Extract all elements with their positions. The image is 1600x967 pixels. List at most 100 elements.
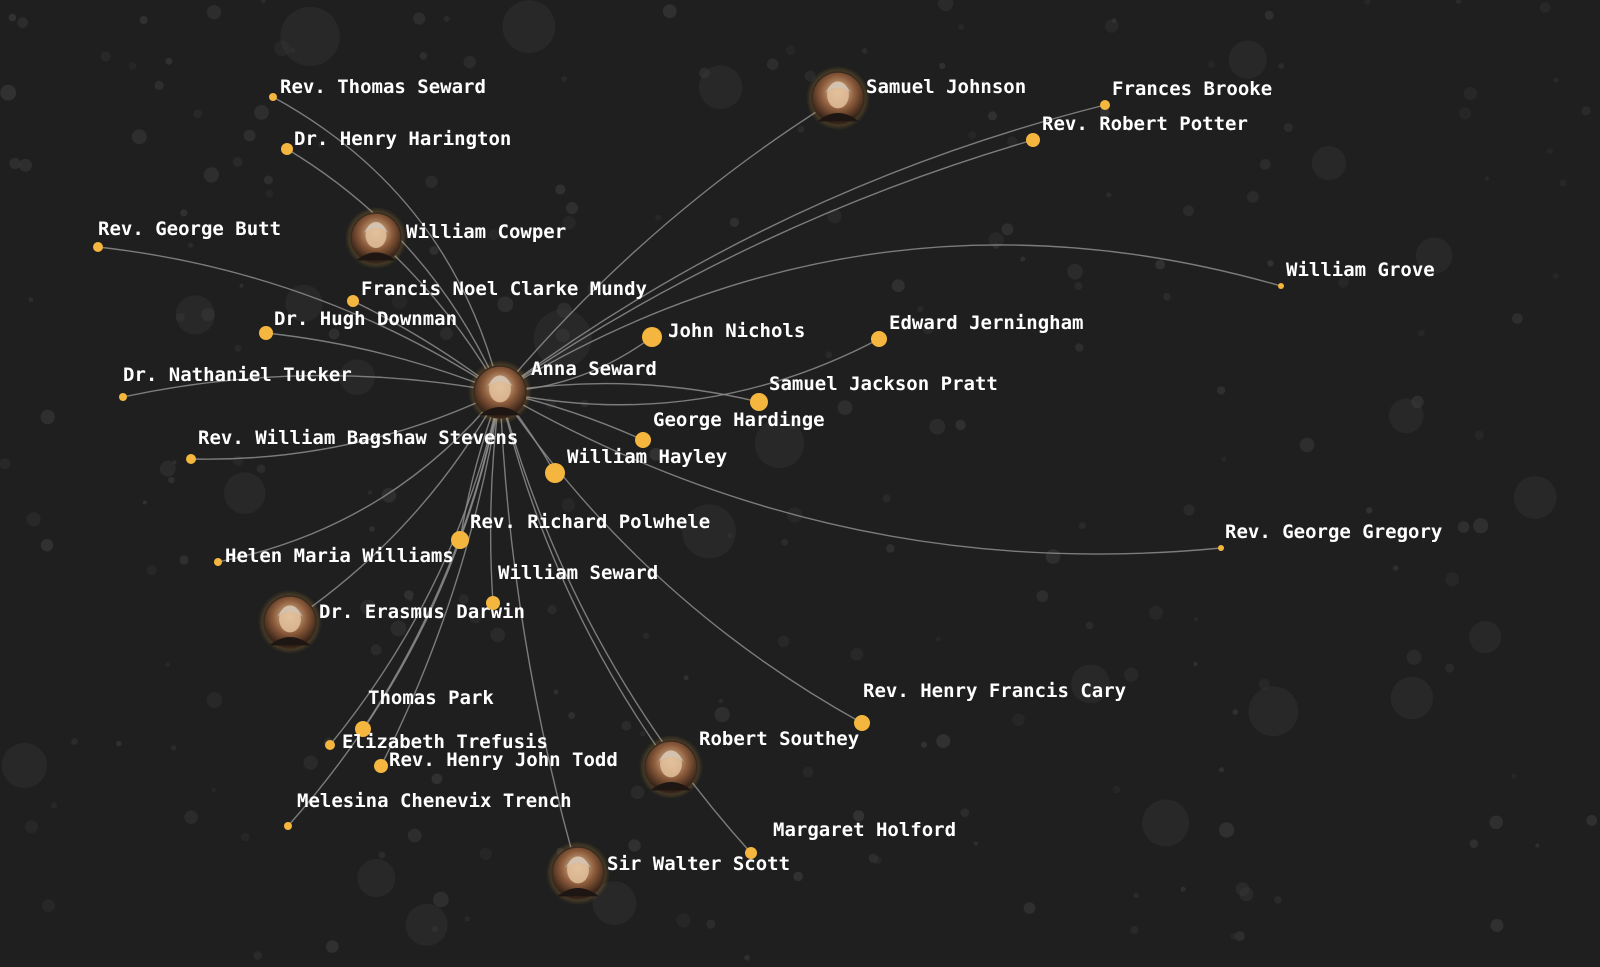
node-dot[interactable]: [545, 463, 565, 483]
node-dr-henry-harington[interactable]: Dr. Henry Harington: [281, 128, 511, 155]
background-dot: [825, 351, 833, 359]
node-margaret-holford[interactable]: Margaret Holford: [745, 819, 956, 859]
node-label[interactable]: Melesina Chenevix Trench: [297, 790, 572, 812]
node-label[interactable]: William Hayley: [567, 446, 727, 468]
node-dot[interactable]: [635, 432, 651, 448]
node-edward-jerningham[interactable]: Edward Jerningham: [871, 312, 1083, 347]
node-dr-erasmus-darwin[interactable]: Dr. Erasmus Darwin: [258, 590, 525, 654]
node-label[interactable]: Rev. Thomas Seward: [280, 76, 486, 98]
node-rev-henry-john-todd[interactable]: Rev. Henry John Todd: [374, 749, 618, 773]
background-dot: [935, 636, 941, 642]
node-helen-maria-williams[interactable]: Helen Maria Williams: [214, 545, 454, 567]
node-dot[interactable]: [119, 393, 127, 401]
node-dot[interactable]: [871, 331, 887, 347]
node-francis-noel-clarke-mundy[interactable]: Francis Noel Clarke Mundy: [347, 278, 647, 307]
node-dot[interactable]: [347, 295, 359, 307]
node-label[interactable]: Thomas Park: [368, 687, 494, 709]
node-rev-richard-polwhele[interactable]: Rev. Richard Polwhele: [451, 511, 710, 549]
node-rev-george-gregory[interactable]: Rev. George Gregory: [1218, 521, 1442, 551]
node-robert-southey[interactable]: Robert Southey: [639, 728, 859, 799]
node-label[interactable]: Samuel Jackson Pratt: [769, 373, 998, 395]
node-label[interactable]: Helen Maria Williams: [225, 545, 454, 567]
node-elizabeth-trefusis[interactable]: Elizabeth Trefusis: [325, 731, 548, 753]
node-dot[interactable]: [745, 847, 757, 859]
node-rev-robert-potter[interactable]: Rev. Robert Potter: [1026, 113, 1248, 147]
node-label[interactable]: Rev. Henry Francis Cary: [863, 680, 1126, 702]
node-label[interactable]: Rev. Richard Polwhele: [470, 511, 710, 533]
node-dot[interactable]: [854, 715, 870, 731]
node-dot[interactable]: [1278, 283, 1284, 289]
node-dot[interactable]: [1218, 545, 1224, 551]
node-anna-seward[interactable]: Anna Seward: [468, 358, 657, 424]
node-dot[interactable]: [1100, 100, 1110, 110]
node-dot[interactable]: [451, 531, 469, 549]
node-label[interactable]: Rev. Henry John Todd: [389, 749, 618, 771]
node-dot[interactable]: [269, 93, 277, 101]
node-melesina-chenevix-trench[interactable]: Melesina Chenevix Trench: [284, 790, 572, 830]
node-rev-thomas-seward[interactable]: Rev. Thomas Seward: [269, 76, 486, 101]
background-dot: [170, 745, 177, 751]
node-label[interactable]: William Grove: [1286, 259, 1435, 281]
node-label[interactable]: William Seward: [498, 562, 658, 584]
node-dot[interactable]: [642, 327, 662, 347]
node-george-hardinge[interactable]: George Hardinge: [635, 409, 825, 448]
node-label[interactable]: Elizabeth Trefusis: [342, 731, 548, 753]
node-dot[interactable]: [486, 596, 500, 610]
node-label[interactable]: Margaret Holford: [773, 819, 956, 841]
node-dot[interactable]: [259, 326, 273, 340]
node-label[interactable]: Samuel Johnson: [866, 76, 1026, 98]
node-sir-walter-scott[interactable]: Sir Walter Scott: [546, 841, 790, 905]
node-dr-hugh-downman[interactable]: Dr. Hugh Downman: [259, 308, 457, 340]
edge-rev-george-gregory: [499, 391, 1222, 555]
background-dot: [628, 839, 641, 852]
node-william-cowper[interactable]: William Cowper: [345, 207, 566, 269]
node-label[interactable]: Rev. George Gregory: [1225, 521, 1442, 543]
node-william-grove[interactable]: William Grove: [1278, 259, 1435, 289]
node-rev-william-bagshaw-stevens[interactable]: Rev. William Bagshaw Stevens: [186, 427, 518, 464]
node-dot[interactable]: [284, 822, 292, 830]
node-thomas-park[interactable]: Thomas Park: [355, 687, 494, 737]
node-rev-george-butt[interactable]: Rev. George Butt: [93, 218, 281, 252]
background-dot: [116, 741, 122, 747]
background-dot: [458, 594, 469, 604]
node-dot[interactable]: [325, 740, 335, 750]
node-label[interactable]: Dr. Hugh Downman: [274, 308, 457, 330]
background-dot: [561, 76, 568, 82]
background-dot: [744, 954, 750, 961]
node-label[interactable]: John Nichols: [668, 320, 805, 342]
node-label[interactable]: Dr. Erasmus Darwin: [319, 601, 525, 623]
background-dot: [1552, 273, 1559, 279]
node-dr-nathaniel-tucker[interactable]: Dr. Nathaniel Tucker: [119, 364, 352, 401]
node-john-nichols[interactable]: John Nichols: [642, 320, 805, 347]
node-label[interactable]: William Cowper: [406, 221, 566, 243]
node-rev-henry-francis-cary[interactable]: Rev. Henry Francis Cary: [854, 680, 1126, 731]
node-label[interactable]: Dr. Henry Harington: [294, 128, 511, 150]
node-dot[interactable]: [93, 242, 103, 252]
node-label[interactable]: Rev. William Bagshaw Stevens: [198, 427, 518, 449]
node-label[interactable]: Robert Southey: [699, 728, 859, 750]
node-dot[interactable]: [374, 759, 388, 773]
node-dot[interactable]: [214, 558, 222, 566]
node-samuel-jackson-pratt[interactable]: Samuel Jackson Pratt: [750, 373, 998, 411]
node-dot[interactable]: [281, 143, 293, 155]
node-william-hayley[interactable]: William Hayley: [545, 446, 727, 483]
node-label[interactable]: Rev. Robert Potter: [1042, 113, 1248, 135]
node-label[interactable]: George Hardinge: [653, 409, 825, 431]
node-label[interactable]: Anna Seward: [531, 358, 657, 380]
node-samuel-johnson[interactable]: Samuel Johnson: [806, 66, 1026, 130]
node-label[interactable]: Rev. George Butt: [98, 218, 281, 240]
node-frances-brooke[interactable]: Frances Brooke: [1100, 78, 1272, 110]
portrait-hair-icon: [363, 222, 389, 233]
node-label[interactable]: Dr. Nathaniel Tucker: [123, 364, 352, 386]
node-dot[interactable]: [1026, 133, 1040, 147]
node-william-seward[interactable]: William Seward: [486, 562, 658, 610]
node-label[interactable]: Sir Walter Scott: [607, 853, 790, 875]
node-dot[interactable]: [186, 454, 196, 464]
background-dot: [193, 109, 203, 119]
node-label[interactable]: Frances Brooke: [1112, 78, 1272, 100]
node-label[interactable]: Francis Noel Clarke Mundy: [361, 278, 647, 300]
background-dot: [26, 512, 41, 527]
node-dot[interactable]: [355, 721, 371, 737]
node-label[interactable]: Edward Jerningham: [889, 312, 1083, 334]
node-dot[interactable]: [750, 393, 768, 411]
